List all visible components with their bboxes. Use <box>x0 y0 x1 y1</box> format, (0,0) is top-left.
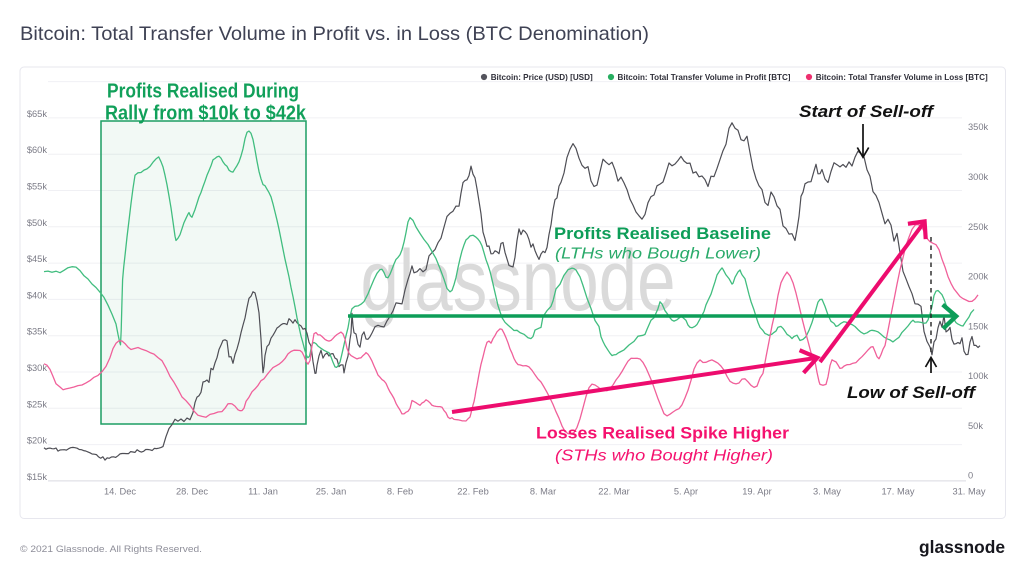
svg-text:Rally from $10k to $42k: Rally from $10k to $42k <box>105 103 307 125</box>
svg-text:$35k: $35k <box>27 327 48 337</box>
svg-text:250k: 250k <box>968 222 989 232</box>
svg-text:Losses Realised Spike Higher: Losses Realised Spike Higher <box>536 425 790 443</box>
svg-text:11. Jan: 11. Jan <box>248 487 278 497</box>
svg-text:Bitcoin: Total Transfer Volume: Bitcoin: Total Transfer Volume in Profit… <box>618 72 791 82</box>
svg-text:Low of Sell-off: Low of Sell-off <box>847 384 977 402</box>
svg-text:$65k: $65k <box>27 109 48 119</box>
svg-text:$40k: $40k <box>27 290 48 300</box>
svg-text:$30k: $30k <box>27 363 48 373</box>
svg-text:14. Dec: 14. Dec <box>104 487 136 497</box>
svg-text:$15k: $15k <box>27 472 48 482</box>
svg-text:$25k: $25k <box>27 399 48 409</box>
svg-text:$20k: $20k <box>27 436 48 446</box>
svg-text:150k: 150k <box>968 321 989 331</box>
svg-text:3. May: 3. May <box>813 487 841 497</box>
svg-text:$45k: $45k <box>27 254 48 264</box>
svg-text:$55k: $55k <box>27 182 48 192</box>
svg-text:Profits Realised Baseline: Profits Realised Baseline <box>554 225 771 243</box>
svg-text:100k: 100k <box>968 371 989 381</box>
svg-text:(LTHs who Bough Lower): (LTHs who Bough Lower) <box>555 246 761 263</box>
svg-text:5. Apr: 5. Apr <box>674 487 698 497</box>
svg-text:8. Feb: 8. Feb <box>387 487 413 497</box>
svg-text:Bitcoin: Price (USD) [USD]: Bitcoin: Price (USD) [USD] <box>491 72 593 82</box>
svg-text:19. Apr: 19. Apr <box>742 487 771 497</box>
svg-text:22. Mar: 22. Mar <box>598 487 630 497</box>
svg-text:Start of Sell-off: Start of Sell-off <box>799 103 935 121</box>
svg-text:Bitcoin: Total Transfer Volume: Bitcoin: Total Transfer Volume in Loss [… <box>816 72 988 82</box>
svg-text:200k: 200k <box>968 272 989 282</box>
svg-text:$60k: $60k <box>27 145 48 155</box>
svg-text:22. Feb: 22. Feb <box>457 487 489 497</box>
svg-text:31. May: 31. May <box>952 487 985 497</box>
svg-text:28. Dec: 28. Dec <box>176 487 208 497</box>
svg-text:8. Mar: 8. Mar <box>530 487 556 497</box>
svg-text:Profits Realised During: Profits Realised During <box>107 81 299 103</box>
svg-text:$50k: $50k <box>27 218 48 228</box>
svg-text:50k: 50k <box>968 421 983 431</box>
svg-text:17. May: 17. May <box>881 487 914 497</box>
svg-text:Bitcoin: Total Transfer Volume: Bitcoin: Total Transfer Volume in Profit… <box>20 23 649 45</box>
svg-text:glassnode: glassnode <box>919 537 1005 557</box>
svg-text:25. Jan: 25. Jan <box>316 487 347 497</box>
svg-text:(STHs who Bought Higher): (STHs who Bought Higher) <box>555 448 773 465</box>
svg-text:300k: 300k <box>968 172 989 182</box>
svg-text:350k: 350k <box>968 122 989 132</box>
svg-text:© 2021 Glassnode. All Rights R: © 2021 Glassnode. All Rights Reserved. <box>20 544 202 555</box>
svg-text:0: 0 <box>968 471 973 481</box>
svg-text:glassnode: glassnode <box>361 233 676 329</box>
